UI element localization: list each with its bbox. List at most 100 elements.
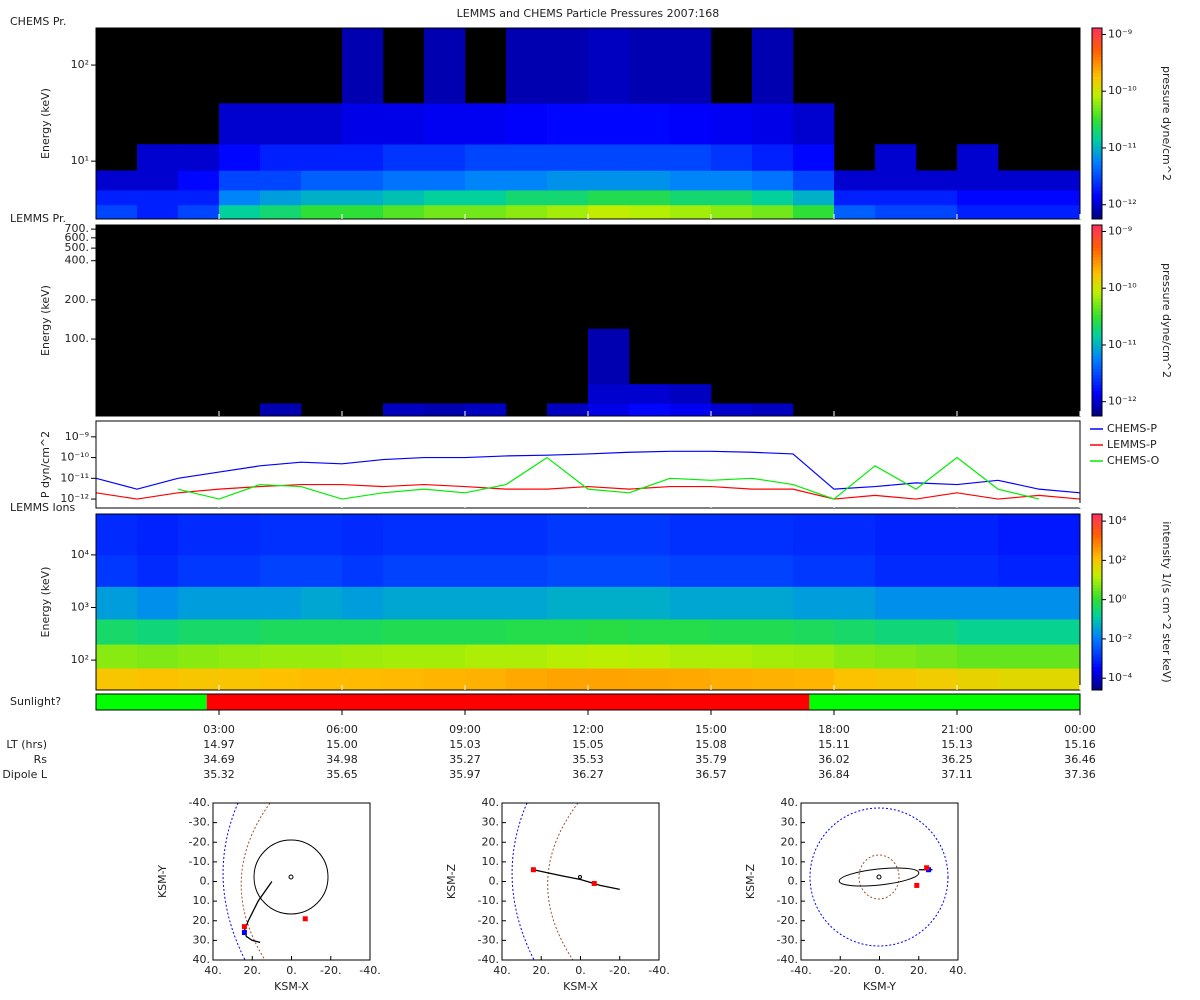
heatmap-cell <box>383 170 425 191</box>
colorbar-step <box>1092 374 1102 379</box>
heatmap-cell <box>670 170 712 191</box>
y-tick-label: 10⁻⁹ <box>65 430 89 443</box>
y-tick-label: 10. <box>781 855 799 868</box>
heatmap-cell <box>588 554 630 587</box>
colorbar-step <box>1092 190 1102 195</box>
heatmap-cell <box>342 644 384 669</box>
series-line <box>96 450 1080 494</box>
heatmap-cell <box>711 514 753 556</box>
heatmap-cell <box>711 403 753 416</box>
colorbar-step <box>1092 326 1102 331</box>
heatmap-cells <box>96 28 1080 219</box>
heatmap-cell <box>137 668 179 690</box>
heatmap-cell <box>178 554 220 587</box>
colorbar-step <box>1092 687 1102 691</box>
heatmap-cell <box>957 668 999 690</box>
heatmap-cell <box>260 644 302 669</box>
colorbar-tick-label: 10⁴ <box>1108 514 1127 527</box>
position-marker <box>241 924 247 930</box>
heatmap-cell <box>629 586 671 620</box>
y-axis-label: Energy (keV) <box>39 88 52 159</box>
heatmap-cell <box>424 619 466 645</box>
ephemeris-value: 36.84 <box>818 768 850 781</box>
colorbar-step <box>1092 380 1102 385</box>
state-segment <box>809 694 1080 710</box>
heatmap-cell <box>957 190 999 206</box>
colorbar-step <box>1092 104 1102 109</box>
heatmap-cell <box>670 28 712 104</box>
heatmap-cell <box>875 514 917 556</box>
colorbar-step <box>1092 534 1102 538</box>
heatmap-cell <box>260 619 302 645</box>
x-tick-label: 20. <box>244 964 262 977</box>
heatmap-cell <box>957 619 999 645</box>
x-tick-label: -20. <box>609 964 630 977</box>
colorbar-step <box>1092 171 1102 175</box>
heatmap-cell <box>834 668 876 690</box>
colorbar-step <box>1092 237 1102 242</box>
heatmap-cell <box>96 644 138 669</box>
colorbar-step <box>1092 323 1102 328</box>
y-tick-label: -30. <box>777 933 798 946</box>
position-marker <box>924 865 930 871</box>
heatmap-cell <box>260 170 302 191</box>
heatmap-cell <box>178 204 220 219</box>
colorbar-step <box>1092 317 1102 321</box>
colorbar-step <box>1092 619 1102 624</box>
heatmap-cell <box>998 204 1040 219</box>
colorbar-step <box>1092 145 1102 150</box>
y-tick-label: 500. <box>65 241 90 254</box>
colorbar-step <box>1092 607 1102 612</box>
colorbar-step <box>1092 610 1102 615</box>
colorbar-step <box>1092 275 1102 280</box>
heatmap-cell <box>834 190 876 206</box>
heatmap-cell <box>424 28 466 104</box>
heatmap-cell <box>670 384 712 404</box>
y-tick-label: 20. <box>781 835 799 848</box>
y-tick-label: -30. <box>189 816 210 829</box>
ephemeris-value: 37.11 <box>941 768 973 781</box>
heatmap-cell <box>260 514 302 556</box>
heatmap-cell <box>670 554 712 587</box>
heatmap-cell <box>670 668 712 690</box>
y-tick-label: 10. <box>482 855 500 868</box>
colorbar-step <box>1092 98 1102 102</box>
heatmap-cell <box>670 514 712 556</box>
colorbar-step <box>1092 43 1102 48</box>
heatmap-cell <box>219 170 261 191</box>
heatmap-cell <box>383 668 425 690</box>
heatmap-cell <box>588 103 630 145</box>
heatmap-cell <box>793 190 835 206</box>
heatmap-cell <box>506 28 548 104</box>
colorbar-step <box>1092 28 1102 32</box>
heatmap-cell <box>670 190 712 206</box>
position-marker <box>241 930 247 936</box>
heatmap-cell <box>137 619 179 645</box>
colorbar-step <box>1092 681 1102 685</box>
heatmap-cell <box>752 644 794 669</box>
colorbar-step <box>1092 260 1102 264</box>
heatmap-cell <box>178 514 220 556</box>
colorbar-step <box>1092 342 1102 347</box>
heatmap-cell <box>219 644 261 669</box>
colorbar-step <box>1092 225 1102 229</box>
ephemeris-value: 37.36 <box>1064 768 1096 781</box>
heatmap-cell <box>178 144 220 171</box>
colorbar-step <box>1092 50 1102 54</box>
heatmap-cell <box>424 170 466 191</box>
colorbar-step <box>1092 575 1102 580</box>
heatmap-cell <box>916 619 958 645</box>
heatmap-cell <box>424 644 466 669</box>
heatmap-cell <box>219 103 261 145</box>
heatmap-cell <box>793 514 835 556</box>
heatmap-cell <box>465 514 507 556</box>
heatmap-cell <box>793 170 835 191</box>
heatmap-cell <box>875 204 917 219</box>
position-marker <box>530 867 536 873</box>
heatmap-cell <box>137 514 179 556</box>
colorbar-label: pressure dyne/cm^2 <box>1160 263 1173 378</box>
y-tick-label: 400. <box>65 254 90 267</box>
y-axis-label: P dyn/cm^2 <box>39 431 52 498</box>
ephemeris-value: 15.08 <box>695 738 727 751</box>
colorbar-step <box>1092 339 1102 344</box>
